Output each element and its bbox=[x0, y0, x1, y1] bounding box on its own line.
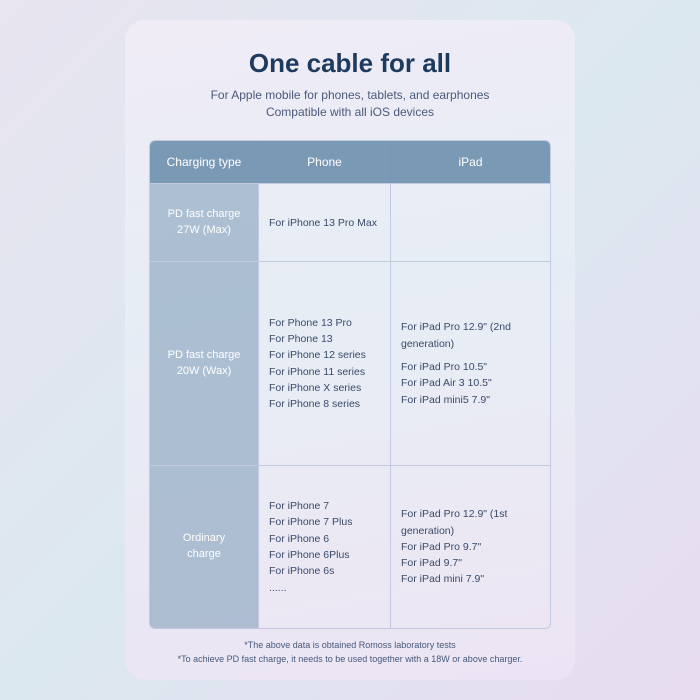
device-item: For iPhone 13 Pro Max bbox=[269, 215, 380, 231]
device-item: For iPad Pro 12.9" (1st generation) bbox=[401, 506, 540, 539]
device-item: ...... bbox=[269, 580, 380, 596]
type-label: charge bbox=[187, 547, 221, 563]
device-item: For iPad Air 3 10.5" bbox=[401, 375, 540, 391]
type-label: PD fast charge bbox=[168, 207, 241, 223]
footnote: *The above data is obtained Romoss labor… bbox=[149, 639, 551, 653]
device-item: For Phone 13 bbox=[269, 331, 380, 347]
compatibility-table: Charging type Phone iPad PD fast charge … bbox=[149, 140, 551, 629]
table-header-row: Charging type Phone iPad bbox=[150, 141, 550, 184]
footnote: *To achieve PD fast charge, it needs to … bbox=[149, 653, 551, 667]
table-row: PD fast charge 20W (Wax) For Phone 13 Pr… bbox=[150, 261, 550, 465]
device-item: For iPad mini5 7.9" bbox=[401, 392, 540, 408]
footnotes: *The above data is obtained Romoss labor… bbox=[149, 639, 551, 666]
phone-cell: For iPhone 13 Pro Max bbox=[258, 184, 390, 261]
subtitle-line: Compatible with all iOS devices bbox=[266, 105, 434, 119]
type-label: 27W (Max) bbox=[177, 223, 231, 239]
device-item: For iPhone 7 bbox=[269, 498, 380, 514]
device-item: For iPad Pro 12.9" (2nd generation) bbox=[401, 319, 540, 352]
charging-type-cell: Ordinary charge bbox=[150, 466, 258, 628]
subtitle: For Apple mobile for phones, tablets, an… bbox=[149, 87, 551, 122]
ipad-cell bbox=[390, 184, 550, 261]
device-item: For Phone 13 Pro bbox=[269, 315, 380, 331]
phone-cell: For iPhone 7 For iPhone 7 Plus For iPhon… bbox=[258, 466, 390, 628]
device-item: For iPad 9.7" bbox=[401, 555, 540, 571]
device-item: For iPad Pro 10.5" bbox=[401, 359, 540, 375]
device-item: For iPhone 6 bbox=[269, 531, 380, 547]
subtitle-line: For Apple mobile for phones, tablets, an… bbox=[211, 88, 490, 102]
charging-type-cell: PD fast charge 20W (Wax) bbox=[150, 262, 258, 465]
device-item: For iPhone 8 series bbox=[269, 396, 380, 412]
device-item: For iPhone 6Plus bbox=[269, 547, 380, 563]
device-item: For iPhone 12 series bbox=[269, 347, 380, 363]
device-item: For iPhone X series bbox=[269, 380, 380, 396]
device-item: For iPad Pro 9.7" bbox=[401, 539, 540, 555]
col-header-phone: Phone bbox=[258, 141, 390, 184]
type-label: PD fast charge bbox=[168, 348, 241, 364]
ipad-cell: For iPad Pro 12.9" (1st generation) For … bbox=[390, 466, 550, 628]
device-item: For iPhone 7 Plus bbox=[269, 514, 380, 530]
table-row: PD fast charge 27W (Max) For iPhone 13 P… bbox=[150, 183, 550, 261]
device-item: For iPhone 11 series bbox=[269, 364, 380, 380]
ipad-cell: For iPad Pro 12.9" (2nd generation) For … bbox=[390, 262, 550, 465]
device-item: For iPhone 6s bbox=[269, 563, 380, 579]
table-row: Ordinary charge For iPhone 7 For iPhone … bbox=[150, 465, 550, 628]
type-label: Ordinary bbox=[183, 531, 225, 547]
charging-type-cell: PD fast charge 27W (Max) bbox=[150, 184, 258, 261]
phone-cell: For Phone 13 Pro For Phone 13 For iPhone… bbox=[258, 262, 390, 465]
infographic-card: One cable for all For Apple mobile for p… bbox=[125, 20, 575, 680]
col-header-ipad: iPad bbox=[390, 141, 550, 184]
device-item: For iPad mini 7.9" bbox=[401, 571, 540, 587]
col-header-charging-type: Charging type bbox=[150, 141, 258, 184]
page-title: One cable for all bbox=[149, 48, 551, 79]
type-label: 20W (Wax) bbox=[177, 364, 232, 380]
